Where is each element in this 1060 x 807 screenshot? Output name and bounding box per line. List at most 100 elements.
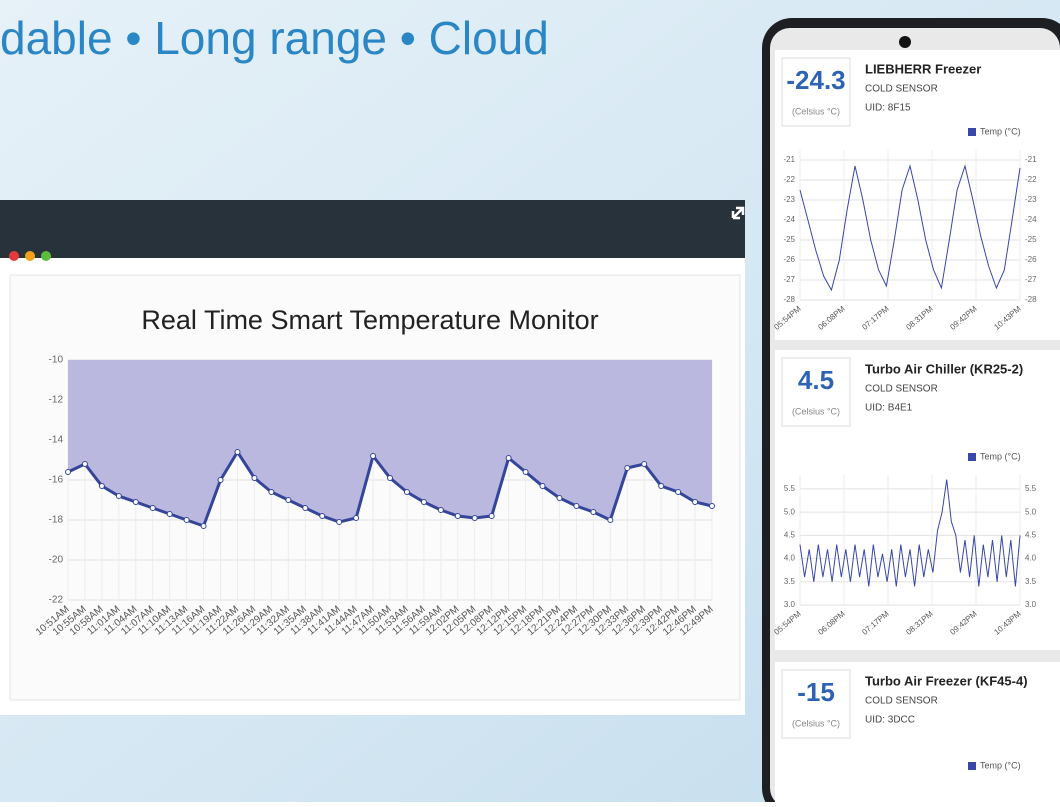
point <box>693 500 698 505</box>
legend-label: Temp (°C) <box>980 760 1021 770</box>
y-tick-label: 5.0 <box>784 507 796 516</box>
reading: -24.3 <box>786 65 845 95</box>
point <box>523 470 528 475</box>
point <box>320 514 325 519</box>
unit: (Celsius °C) <box>792 106 840 116</box>
point <box>286 498 291 503</box>
point <box>116 494 121 499</box>
point <box>455 514 460 519</box>
unit: (Celsius °C) <box>792 406 840 416</box>
y-tick-label: 3.5 <box>1025 577 1037 586</box>
point <box>218 478 223 483</box>
legend-swatch <box>968 762 976 770</box>
window-dot[interactable] <box>25 251 35 261</box>
point <box>506 456 511 461</box>
y-tick-label: -20 <box>49 555 64 566</box>
headline: dable • Long range • Cloud <box>0 12 549 64</box>
y-tick-label: 3.0 <box>1025 600 1037 609</box>
window-dot[interactable] <box>41 251 51 261</box>
y-tick-label: -24 <box>1025 215 1037 224</box>
y-tick-label: -25 <box>783 235 795 244</box>
point <box>167 512 172 517</box>
y-tick-label: -23 <box>783 195 795 204</box>
y-tick-label: -12 <box>49 395 64 406</box>
y-tick-label: -28 <box>1025 295 1037 304</box>
point <box>489 514 494 519</box>
scene: dable • Long range • Cloud Real Time Sma… <box>0 0 1060 802</box>
point <box>608 518 613 523</box>
point <box>66 470 71 475</box>
y-tick-label: -28 <box>783 295 795 304</box>
y-tick-label: 4.5 <box>1025 530 1037 539</box>
point <box>659 484 664 489</box>
point <box>337 520 342 525</box>
y-tick-label: -14 <box>49 435 64 446</box>
sensor-type: COLD SENSOR <box>865 384 938 395</box>
point <box>184 518 189 523</box>
point <box>269 490 274 495</box>
point <box>642 462 647 467</box>
point <box>676 490 681 495</box>
y-tick-label: 4.0 <box>1025 554 1037 563</box>
y-tick-label: 4.0 <box>784 554 796 563</box>
y-tick-label: -21 <box>1025 155 1037 164</box>
sensor-uid: UID: 3DCC <box>865 715 915 726</box>
y-tick-label: -24 <box>783 215 795 224</box>
point <box>540 484 545 489</box>
point <box>82 462 87 467</box>
legend-label: Temp (°C) <box>980 451 1021 461</box>
sensor-uid: UID: B4E1 <box>865 403 913 414</box>
y-tick-label: -18 <box>49 515 64 526</box>
y-tick-label: -25 <box>1025 235 1037 244</box>
unit: (Celsius °C) <box>792 718 840 728</box>
sensor-type: COLD SENSOR <box>865 84 938 95</box>
y-tick-label: 5.0 <box>1025 507 1037 516</box>
point <box>710 504 715 509</box>
point <box>574 504 579 509</box>
camera <box>899 36 911 48</box>
sensor-uid: UID: 8F15 <box>865 103 911 114</box>
point <box>99 484 104 489</box>
y-tick-label: -22 <box>1025 175 1037 184</box>
point <box>438 508 443 513</box>
window-dot[interactable] <box>9 251 19 261</box>
reading: 4.5 <box>798 365 834 395</box>
point <box>201 524 206 529</box>
point <box>404 490 409 495</box>
point <box>150 506 155 511</box>
legend-swatch <box>968 128 976 136</box>
page: { "headline": "dable • Long range • Clou… <box>0 0 1060 802</box>
point <box>235 450 240 455</box>
y-tick-label: 3.5 <box>784 577 796 586</box>
y-tick-label: -23 <box>1025 195 1037 204</box>
y-tick-label: 5.5 <box>784 484 796 493</box>
y-tick-label: 3.0 <box>784 600 796 609</box>
y-tick-label: -27 <box>1025 275 1037 284</box>
browser-titlebar <box>0 200 745 258</box>
point <box>252 476 257 481</box>
point <box>472 516 477 521</box>
sensor-type: COLD SENSOR <box>865 696 938 707</box>
y-tick-label: -21 <box>783 155 795 164</box>
legend-label: Temp (°C) <box>980 126 1021 136</box>
y-tick-label: -27 <box>783 275 795 284</box>
y-tick-label: -10 <box>49 355 64 366</box>
y-tick-label: -22 <box>49 595 64 606</box>
point <box>371 454 376 459</box>
point <box>303 506 308 511</box>
point <box>557 496 562 501</box>
y-tick-label: -26 <box>783 255 795 264</box>
point <box>625 466 630 471</box>
sensor-name: LIEBHERR Freezer <box>865 61 981 76</box>
y-tick-label: -16 <box>49 475 64 486</box>
sensor-name: Turbo Air Freezer (KF45-4) <box>865 673 1028 688</box>
y-tick-label: 4.5 <box>784 530 796 539</box>
reading: -15 <box>797 677 835 707</box>
y-tick-label: 5.5 <box>1025 484 1037 493</box>
point <box>591 510 596 515</box>
y-tick-label: -22 <box>783 175 795 184</box>
legend-swatch <box>968 453 976 461</box>
y-tick-label: -26 <box>1025 255 1037 264</box>
point <box>421 500 426 505</box>
point <box>354 516 359 521</box>
